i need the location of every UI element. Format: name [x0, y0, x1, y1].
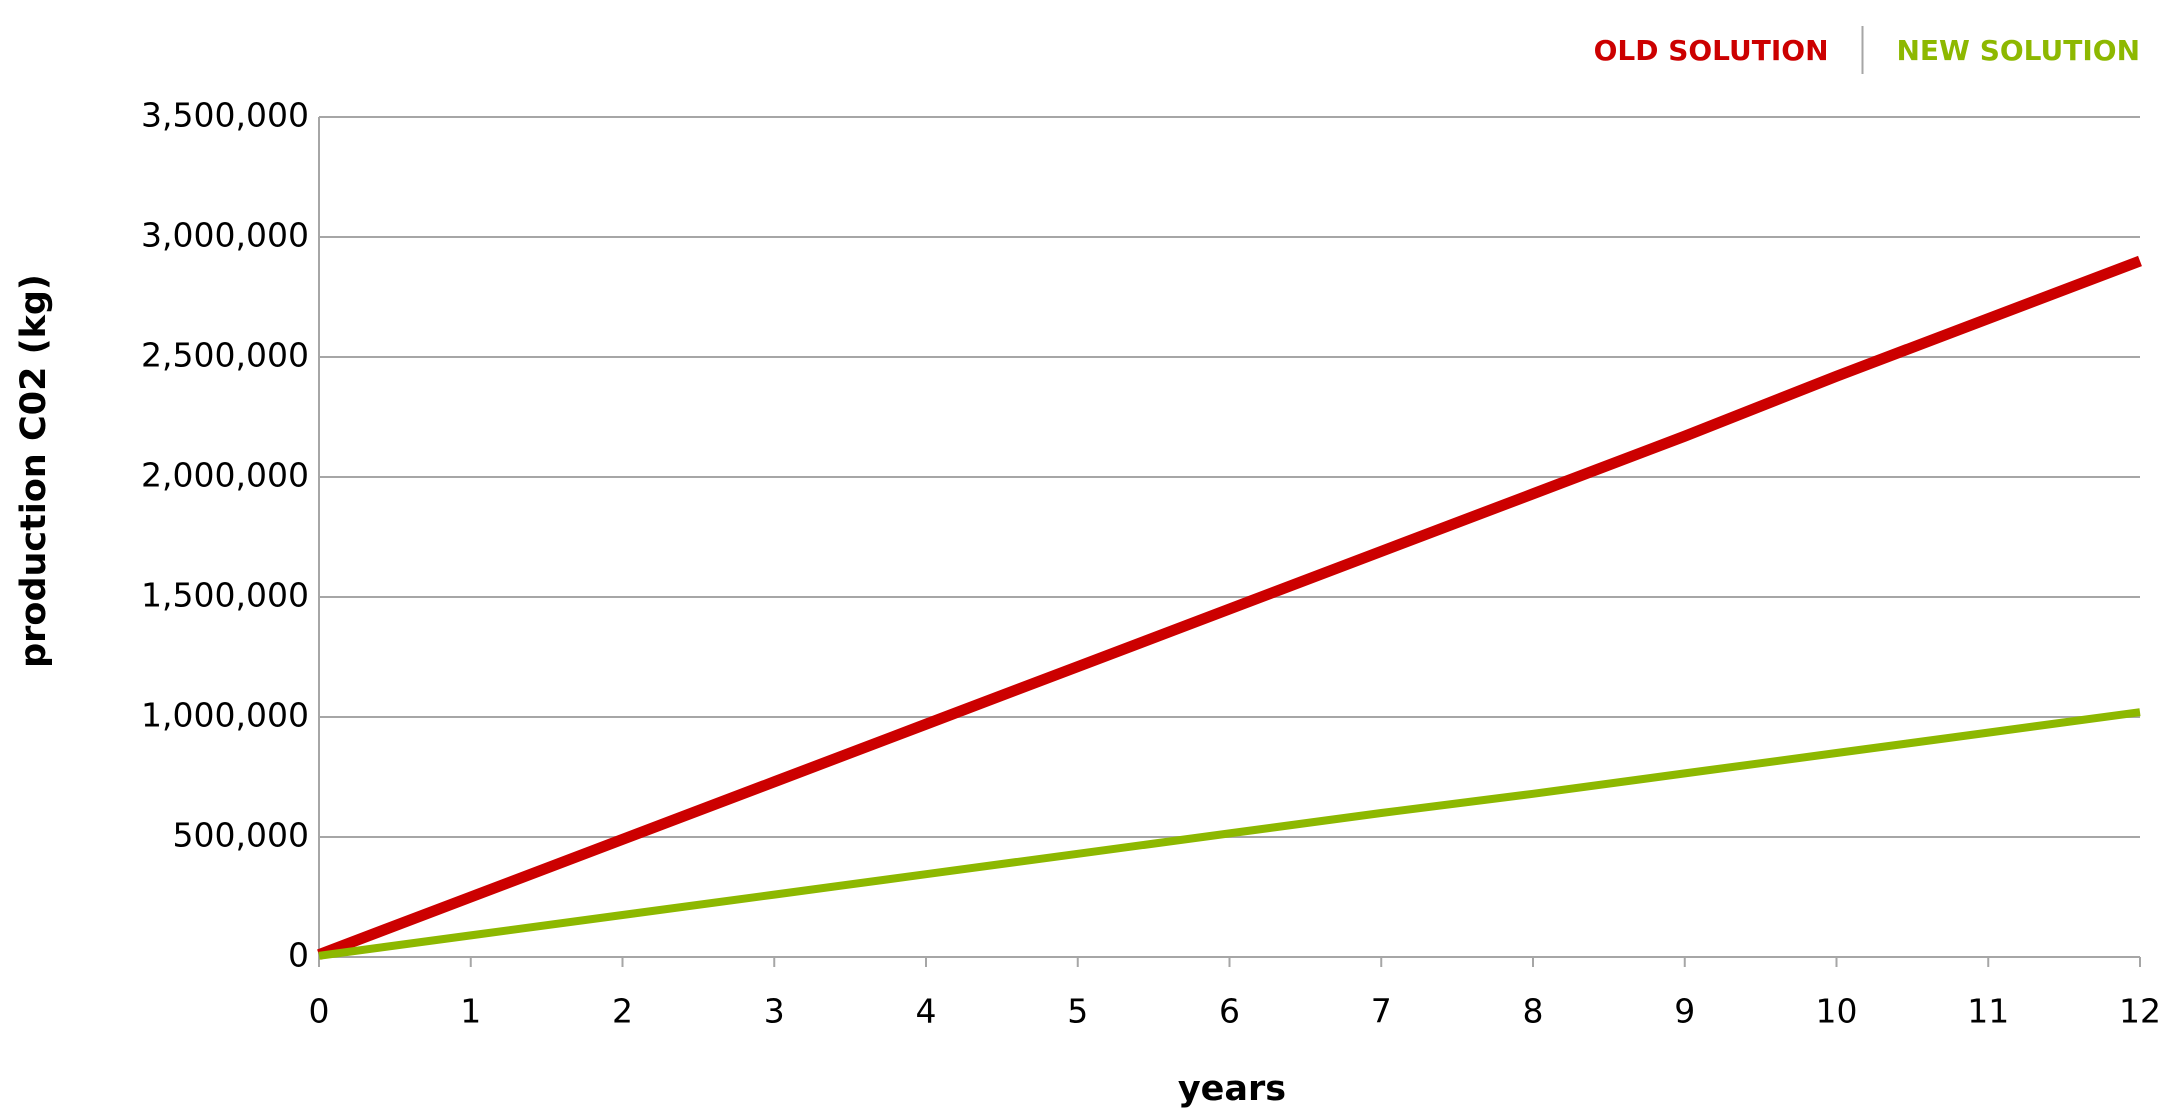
y-tick-label: 3,000,000: [141, 216, 309, 255]
x-tick-label: 5: [1067, 992, 1088, 1031]
x-tick-label: 6: [1219, 992, 1240, 1031]
x-tick-label: 4: [916, 992, 937, 1031]
x-tick-label: 11: [1967, 992, 2009, 1031]
y-tick-label: 500,000: [173, 816, 309, 855]
x-tick-label: 1: [460, 992, 481, 1031]
x-tick-label: 2: [612, 992, 633, 1031]
y-tick-label: 2,500,000: [141, 336, 309, 375]
x-tick-label: 9: [1674, 992, 1695, 1031]
x-axis-title: years: [1178, 1069, 1286, 1109]
x-tick-label: 7: [1371, 992, 1392, 1031]
y-tick-label: 3,500,000: [141, 96, 309, 135]
legend-label: OLD SOLUTION: [1594, 34, 1829, 67]
series-line: [318, 708, 2141, 960]
x-tick-label: 10: [1816, 992, 1858, 1031]
x-tick-label: 3: [764, 992, 785, 1031]
series-line: [317, 255, 2142, 960]
y-tick-label: 1,000,000: [141, 696, 309, 735]
x-tick-label: 0: [309, 992, 330, 1031]
x-tick-label: 12: [2119, 992, 2161, 1031]
x-tick-label: 8: [1523, 992, 1544, 1031]
y-tick-label: 0: [288, 936, 309, 975]
y-axis-title: production C02 (kg): [14, 274, 54, 668]
y-tick-label: 1,500,000: [141, 576, 309, 615]
y-tick-label: 2,000,000: [141, 456, 309, 495]
legend-label: NEW SOLUTION: [1897, 34, 2141, 67]
